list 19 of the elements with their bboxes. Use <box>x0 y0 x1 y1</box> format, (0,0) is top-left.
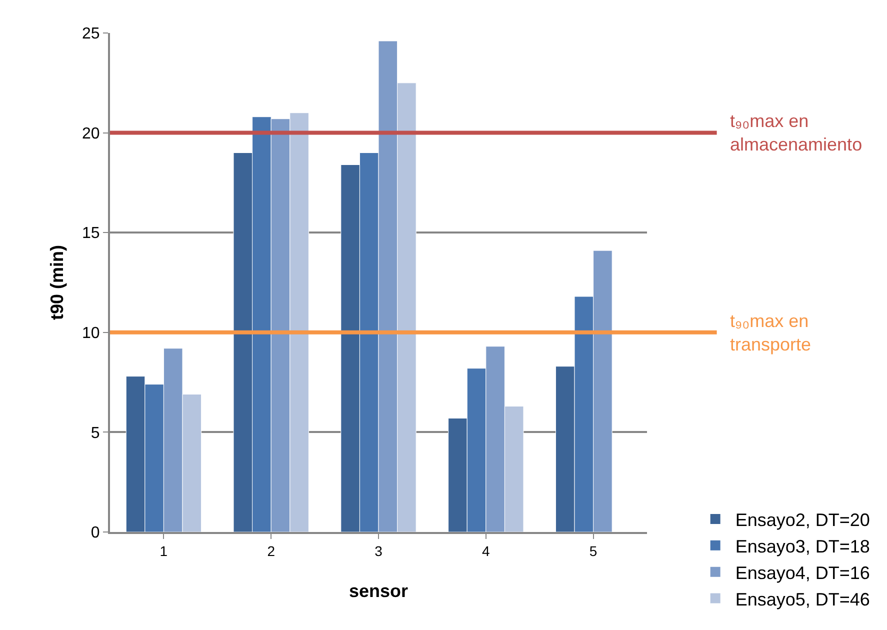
legend-label: Ensayo4, DT=16 <box>735 562 870 583</box>
y-tick-label: 15 <box>82 225 100 242</box>
ref-line-label: t₉₀max en transporte <box>730 311 812 354</box>
legend-label: Ensayo2, DT=20 <box>735 510 870 530</box>
x-tick-label: 4 <box>482 542 490 559</box>
y-tick-label: 25 <box>82 26 100 43</box>
x-tick-label: 2 <box>267 542 276 559</box>
x-tick-label: 3 <box>374 542 383 559</box>
x-tick-label: 1 <box>160 542 168 559</box>
legend-label: Ensayo3, DT=18 <box>735 536 870 556</box>
legend-label: Ensayo5, DT=46 <box>735 589 870 610</box>
ref-line-label: t₉₀max en almacenamiento <box>730 111 862 154</box>
y-tick-label: 0 <box>90 524 100 542</box>
y-tick-label: 10 <box>82 325 100 342</box>
y-axis-title: t90 (min) <box>47 244 67 320</box>
y-tick-label: 20 <box>82 125 100 142</box>
y-tick-label: 5 <box>90 424 100 442</box>
x-tick-label: 5 <box>589 542 598 559</box>
x-axis-title: sensor <box>348 581 408 601</box>
